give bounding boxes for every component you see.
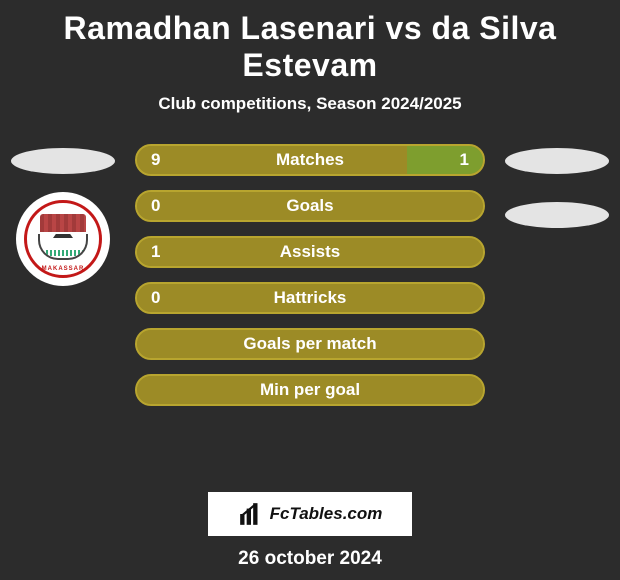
- fctables-text: FcTables.com: [270, 504, 383, 524]
- comparison-infographic: Ramadhan Lasenari vs da Silva Estevam Cl…: [0, 0, 620, 580]
- stat-bar-left-value: 1: [151, 242, 160, 262]
- stat-bar-left-value: 0: [151, 288, 160, 308]
- left-player-name-placeholder: [11, 148, 115, 174]
- stats-area: MAKASSAR Matches91Goals0Assists1Hattrick…: [0, 144, 620, 484]
- stat-bar-label: Hattricks: [137, 288, 483, 308]
- right-player-column: [502, 144, 612, 228]
- left-club-badge: MAKASSAR: [16, 192, 110, 286]
- subtitle: Club competitions, Season 2024/2025: [0, 94, 620, 114]
- left-player-column: MAKASSAR: [8, 144, 118, 286]
- stat-bars: Matches91Goals0Assists1Hattricks0Goals p…: [135, 144, 485, 420]
- stat-bar-min-per-goal: Min per goal: [135, 374, 485, 406]
- stat-bar-hattricks: Hattricks0: [135, 282, 485, 314]
- stat-bar-matches: Matches9 1: [135, 144, 485, 176]
- infographic-date: 26 october 2024: [0, 548, 620, 570]
- stat-bar-label: Goals per match: [137, 334, 483, 354]
- page-title: Ramadhan Lasenari vs da Silva Estevam: [0, 0, 620, 84]
- stat-bar-label: Matches: [137, 150, 483, 170]
- stat-bar-label: Min per goal: [137, 380, 483, 400]
- stat-bar-label: Goals: [137, 196, 483, 216]
- stat-bar-left-value: 9: [151, 150, 160, 170]
- stat-bar-goals-per-match: Goals per match: [135, 328, 485, 360]
- club-badge-icon: MAKASSAR: [24, 200, 102, 278]
- fctables-logo-icon: [238, 501, 264, 527]
- stat-bar-right-value: 1: [460, 150, 469, 170]
- stat-bar-goals: Goals0: [135, 190, 485, 222]
- stat-bar-assists: Assists1: [135, 236, 485, 268]
- fctables-brand: FcTables.com: [208, 492, 412, 536]
- stat-bar-label: Assists: [137, 242, 483, 262]
- right-club-placeholder: [505, 202, 609, 228]
- right-player-name-placeholder: [505, 148, 609, 174]
- stat-bar-left-value: 0: [151, 196, 160, 216]
